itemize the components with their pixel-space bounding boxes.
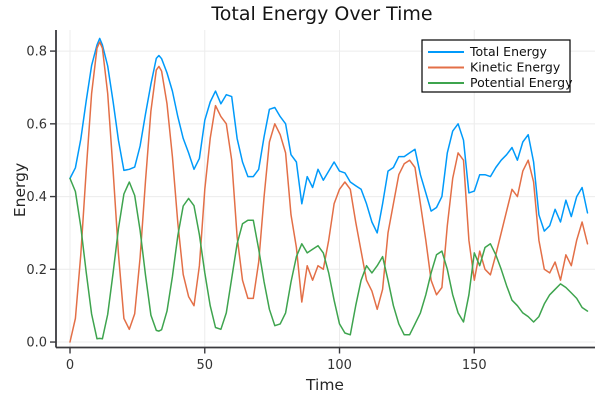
axes [55, 30, 595, 349]
y-axis-label: Energy [11, 163, 29, 217]
tick-marks-and-labels: 0 50 100 150 0.0 0.2 0.4 0.6 0.8 [26, 45, 486, 373]
x-tick-label: 0 [66, 358, 74, 373]
y-tick-label: 0.0 [26, 336, 47, 351]
series-line-kinetic-energy [69, 41, 589, 343]
x-axis-label: Time [305, 376, 344, 394]
y-tick-label: 0.6 [26, 117, 47, 132]
x-tick-label: 50 [196, 358, 213, 373]
chart-title: Total Energy Over Time [210, 3, 432, 25]
series-line-total-energy [69, 37, 589, 234]
y-tick-label: 0.4 [26, 190, 47, 205]
legend-label-kinetic-energy: Kinetic Energy [470, 60, 561, 75]
legend-label-total-energy: Total Energy [469, 44, 548, 59]
series-lines [69, 37, 589, 343]
series-line-potential-energy [69, 177, 589, 340]
y-tick-label: 0.8 [26, 45, 47, 60]
x-tick-label: 100 [327, 358, 352, 373]
y-tick-label: 0.2 [26, 263, 47, 278]
x-tick-label: 150 [462, 358, 487, 373]
legend-label-potential-energy: Potential Energy [470, 75, 573, 90]
